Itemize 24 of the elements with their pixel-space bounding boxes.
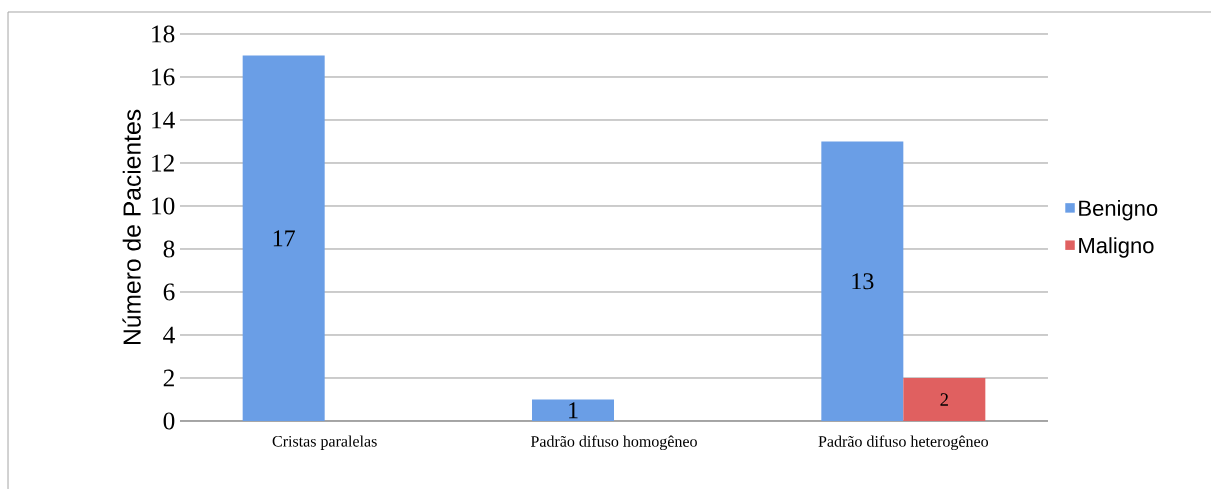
legend-label: Benigno	[1079, 199, 1158, 221]
y-tick-label: 18	[152, 25, 175, 43]
y-tick-label: 2	[163, 369, 174, 387]
x-tick-label: Cristas paralelas	[272, 435, 377, 450]
y-tick-label: 4	[163, 326, 175, 344]
y-tick-label: 10	[152, 197, 175, 215]
y-tick-label: 14	[152, 111, 175, 129]
y-axis-title: Número de Pacientes	[122, 109, 141, 345]
data-label: 1	[569, 402, 578, 419]
data-label: 2	[940, 393, 948, 406]
legend-label: Maligno	[1079, 237, 1154, 258]
data-label: 17	[273, 230, 295, 247]
bar	[242, 55, 325, 421]
y-tick-label: 0	[163, 412, 175, 430]
bar	[532, 399, 615, 421]
data-label: 13	[852, 273, 874, 290]
x-tick-label: Padrão difuso homogêneo	[530, 435, 697, 451]
x-tick-label: Padrão difuso heterogêneo	[818, 435, 989, 451]
bar	[903, 377, 986, 421]
y-tick-label: 12	[152, 154, 174, 172]
y-tick-label: 8	[163, 240, 175, 258]
bar	[821, 141, 904, 421]
y-tick-label: 6	[163, 283, 175, 301]
y-tick-label: 16	[152, 68, 175, 86]
